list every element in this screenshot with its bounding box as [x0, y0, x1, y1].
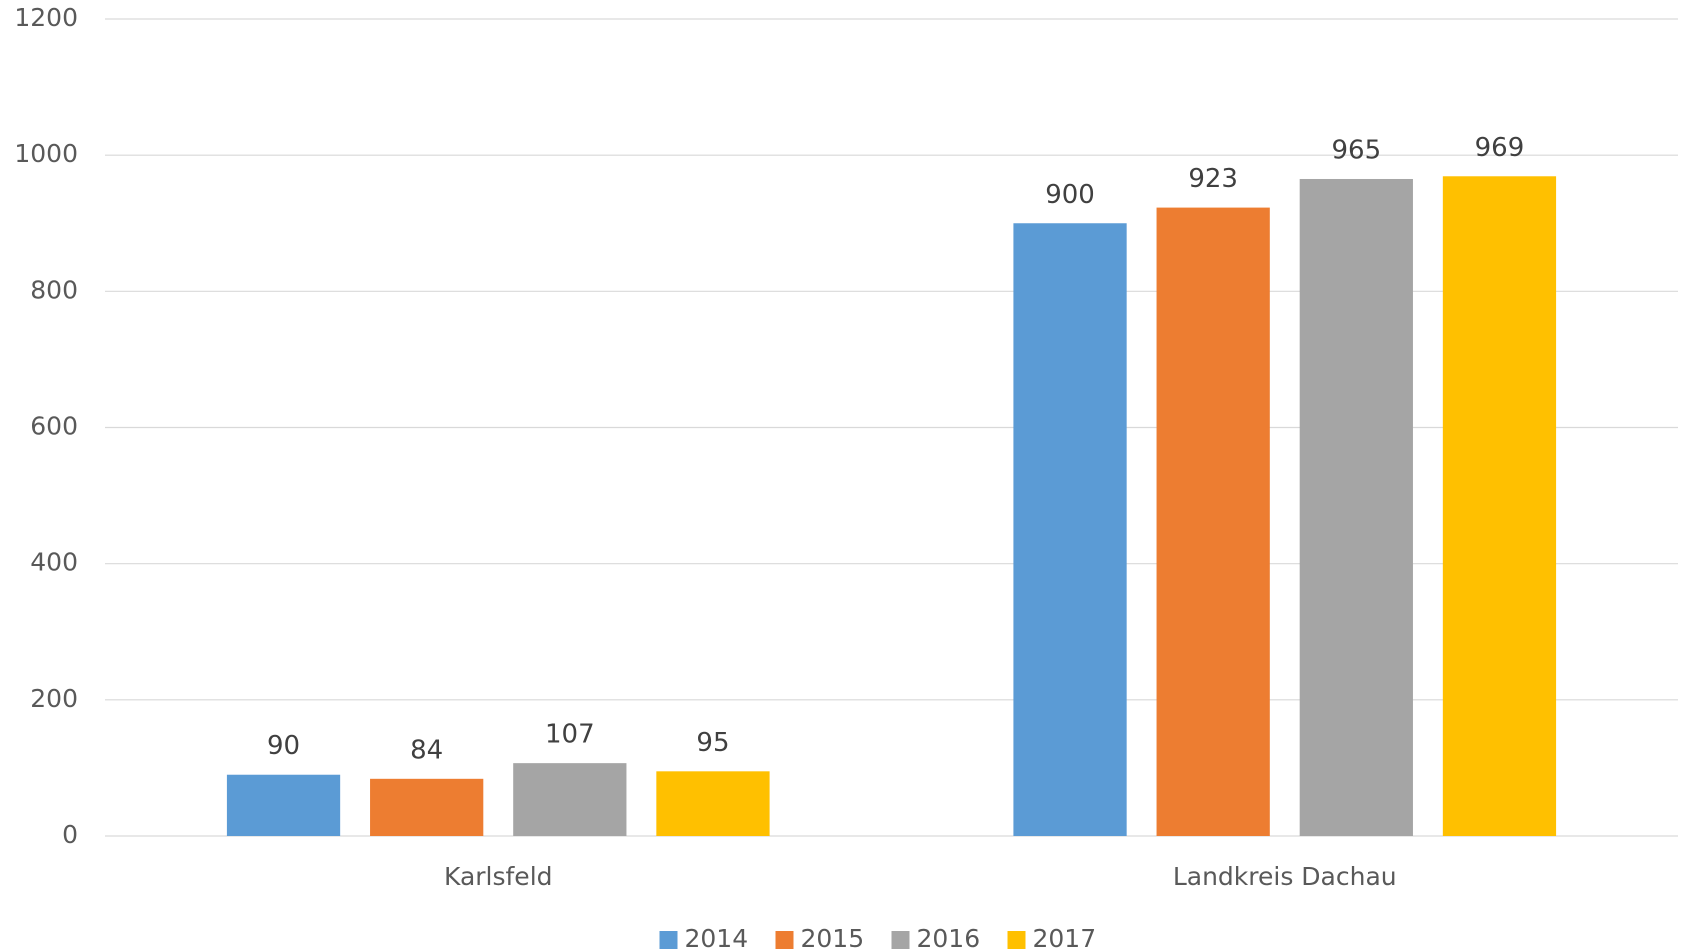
y-tick-label: 0 [62, 820, 78, 849]
value-label: 965 [1332, 135, 1382, 165]
bar [1299, 178, 1413, 836]
bar [656, 771, 770, 836]
value-label: 969 [1475, 133, 1525, 163]
legend-swatch [775, 931, 794, 949]
legend-label: 2015 [801, 924, 865, 950]
y-tick-label: 400 [30, 548, 78, 577]
y-tick-label: 200 [30, 684, 78, 713]
value-label: 90 [267, 731, 300, 761]
legend-label: 2016 [917, 924, 981, 950]
bar [370, 778, 484, 836]
bar [1156, 207, 1270, 837]
legend-swatch [659, 931, 678, 949]
legend-swatch [891, 931, 910, 949]
value-label: 95 [696, 728, 729, 758]
y-tick-label: 1000 [14, 139, 78, 168]
legend-swatch [1007, 931, 1026, 949]
x-tick-label: Landkreis Dachau [1173, 862, 1397, 891]
value-label: 107 [545, 720, 595, 750]
value-label: 84 [410, 735, 443, 765]
y-tick-label: 800 [30, 275, 78, 304]
bar [513, 763, 627, 836]
y-tick-label: 1200 [14, 3, 78, 32]
bar [1013, 223, 1127, 836]
value-label: 900 [1045, 180, 1095, 210]
legend-label: 2017 [1033, 924, 1097, 950]
bar [226, 774, 341, 836]
value-label: 923 [1188, 164, 1238, 194]
x-tick-label: Karlsfeld [444, 862, 553, 891]
bar [1442, 176, 1557, 836]
y-tick-label: 600 [30, 412, 78, 441]
legend-label: 2014 [685, 924, 749, 950]
